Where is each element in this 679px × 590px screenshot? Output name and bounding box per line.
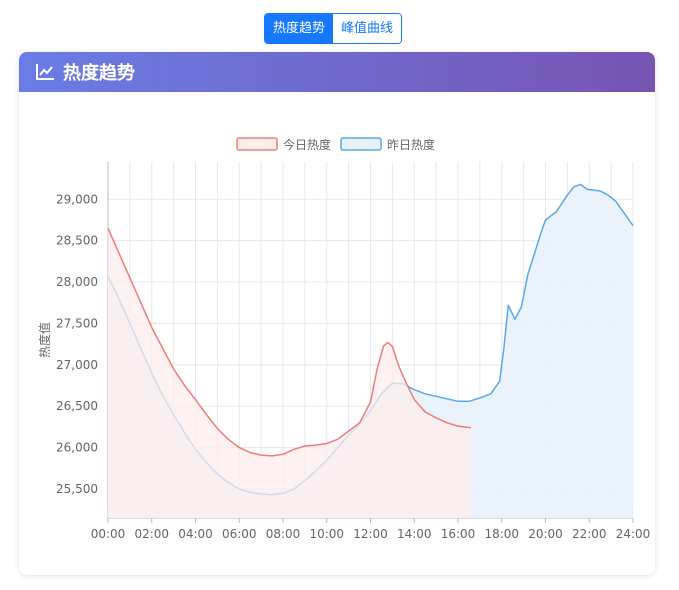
series-line-today xyxy=(107,227,472,457)
x-tick-label: 06:00 xyxy=(222,527,257,541)
x-tick-label: 16:00 xyxy=(441,527,476,541)
legend-label-today: 今日热度 xyxy=(283,137,331,152)
x-tick-label: 10:00 xyxy=(309,527,344,541)
y-tick-label: 29,000 xyxy=(56,192,98,206)
x-tick-label: 02:00 xyxy=(134,527,169,541)
legend-label-yesterday: 昨日热度 xyxy=(387,137,435,152)
x-tick-label: 14:00 xyxy=(397,527,432,541)
x-tick-label: 08:00 xyxy=(266,527,301,541)
legend-swatch-yesterday xyxy=(340,137,382,151)
series-area-yesterday xyxy=(108,184,633,518)
x-tick-label: 18:00 xyxy=(484,527,519,541)
x-tick-label: 20:00 xyxy=(528,527,563,541)
line-chart-icon xyxy=(36,64,54,80)
y-tick-label: 28,500 xyxy=(56,234,98,248)
y-tick-label: 25,500 xyxy=(56,482,98,496)
tab-peak-curve[interactable]: 峰值曲线 xyxy=(333,14,402,43)
x-tick-label: 00:00 xyxy=(91,527,126,541)
card-header: 热度趋势 xyxy=(19,52,655,92)
y-tick-label: 26,000 xyxy=(56,441,98,455)
heat-trend-chart: 25,500 26,000 26,500 27,000 27,500 28,000 28,5… xyxy=(37,137,651,541)
y-tick-label: 28,000 xyxy=(56,275,98,289)
y-axis-title: 热度值 xyxy=(37,322,52,358)
y-tick-label: 27,500 xyxy=(56,316,98,330)
x-tick-label: 24:00 xyxy=(616,527,651,541)
legend-swatch-today xyxy=(236,137,278,151)
x-tick-label: 22:00 xyxy=(572,527,607,541)
card-title: 热度趋势 xyxy=(63,63,135,84)
series-area-today xyxy=(108,228,472,518)
y-tick-label: 27,000 xyxy=(56,358,98,372)
heat-trend-card: 热度趋势 25,500 26,000 26,500 27,000 27,500 28,00… xyxy=(19,52,655,575)
x-tick-label: 04:00 xyxy=(178,527,213,541)
view-tabs: 热度趋势 峰值曲线 xyxy=(264,13,403,44)
tab-heat-trend[interactable]: 热度趋势 xyxy=(265,14,334,43)
y-tick-label: 26,500 xyxy=(56,399,98,413)
x-tick-label: 12:00 xyxy=(353,527,388,541)
